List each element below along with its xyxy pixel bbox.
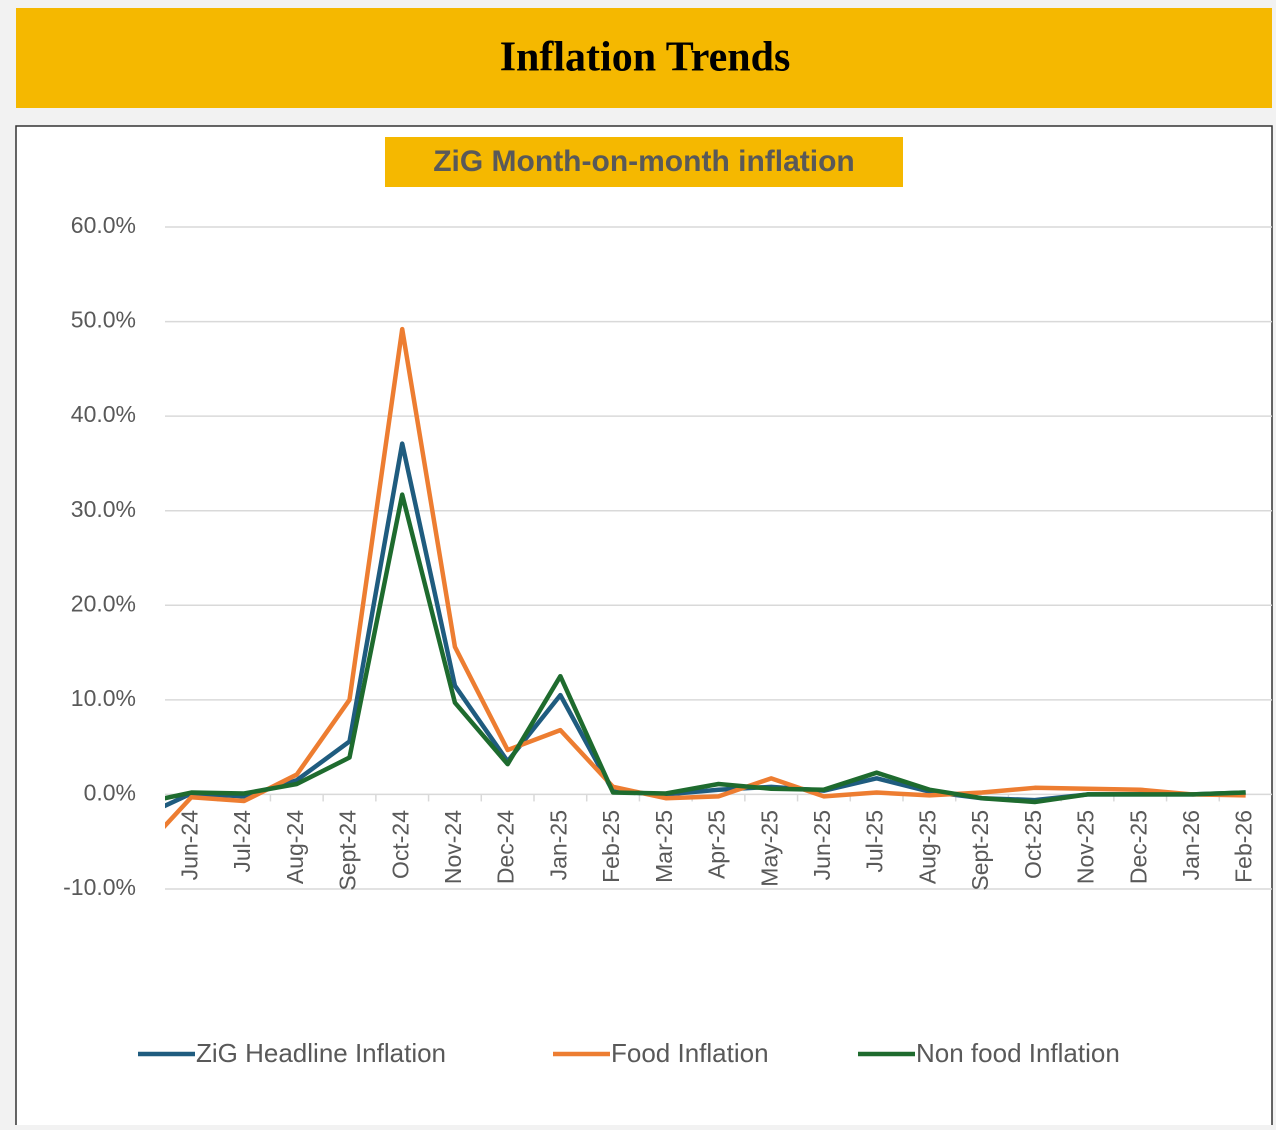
legend-label: Non food Inflation bbox=[916, 1038, 1120, 1068]
x-tick-label: Oct-25 bbox=[1020, 810, 1046, 879]
x-tick-label: Jun-24 bbox=[176, 810, 202, 881]
x-tick-label: Aug-24 bbox=[282, 810, 308, 884]
x-tick-label: Oct-24 bbox=[387, 810, 413, 879]
x-tick-label: May-25 bbox=[756, 810, 782, 887]
x-tick-label: Nov-24 bbox=[440, 810, 466, 884]
x-tick-label: Feb-26 bbox=[1231, 810, 1257, 883]
y-tick-label: 30.0% bbox=[71, 496, 136, 522]
chart-title: ZiG Month-on-month inflation bbox=[433, 145, 855, 178]
header-banner bbox=[16, 8, 1272, 108]
y-tick-label: 0.0% bbox=[84, 780, 136, 806]
x-tick-label: Jul-24 bbox=[229, 810, 255, 873]
y-tick-label: 50.0% bbox=[71, 307, 136, 333]
line-series bbox=[165, 326, 1246, 829]
x-tick-label: Feb-25 bbox=[598, 810, 624, 883]
x-tick-label: Nov-25 bbox=[1073, 810, 1099, 884]
x-tick-label: Dec-24 bbox=[493, 810, 519, 884]
y-tick-label: 20.0% bbox=[71, 590, 136, 616]
plot-area bbox=[165, 326, 1246, 829]
legend-label: Food Inflation bbox=[611, 1038, 769, 1068]
x-tick-label: Apr-25 bbox=[704, 810, 730, 879]
y-tick-label: 10.0% bbox=[71, 685, 136, 711]
x-tick-label: Jan-25 bbox=[545, 810, 571, 880]
x-tick-label: Jul-25 bbox=[862, 810, 888, 873]
x-tick-label: Sept-25 bbox=[967, 810, 993, 891]
x-tick-label: Jun-25 bbox=[809, 810, 835, 880]
y-tick-label: 40.0% bbox=[71, 401, 136, 427]
x-tick-label: Sept-24 bbox=[335, 810, 361, 891]
legend-label: ZiG Headline Inflation bbox=[196, 1038, 446, 1068]
x-tick-label: Dec-25 bbox=[1125, 810, 1151, 884]
x-tick-label: Jan-26 bbox=[1178, 810, 1204, 880]
chart-title-bg bbox=[385, 137, 903, 187]
x-tick-label: Mar-25 bbox=[651, 810, 677, 883]
line-series bbox=[165, 492, 1246, 805]
page-title: Inflation Trends bbox=[500, 35, 791, 81]
y-tick-label: 60.0% bbox=[71, 212, 136, 238]
y-tick-label: -10.0% bbox=[63, 874, 136, 900]
x-tick-label: Aug-25 bbox=[914, 810, 940, 884]
chart-frame bbox=[15, 125, 1273, 1130]
